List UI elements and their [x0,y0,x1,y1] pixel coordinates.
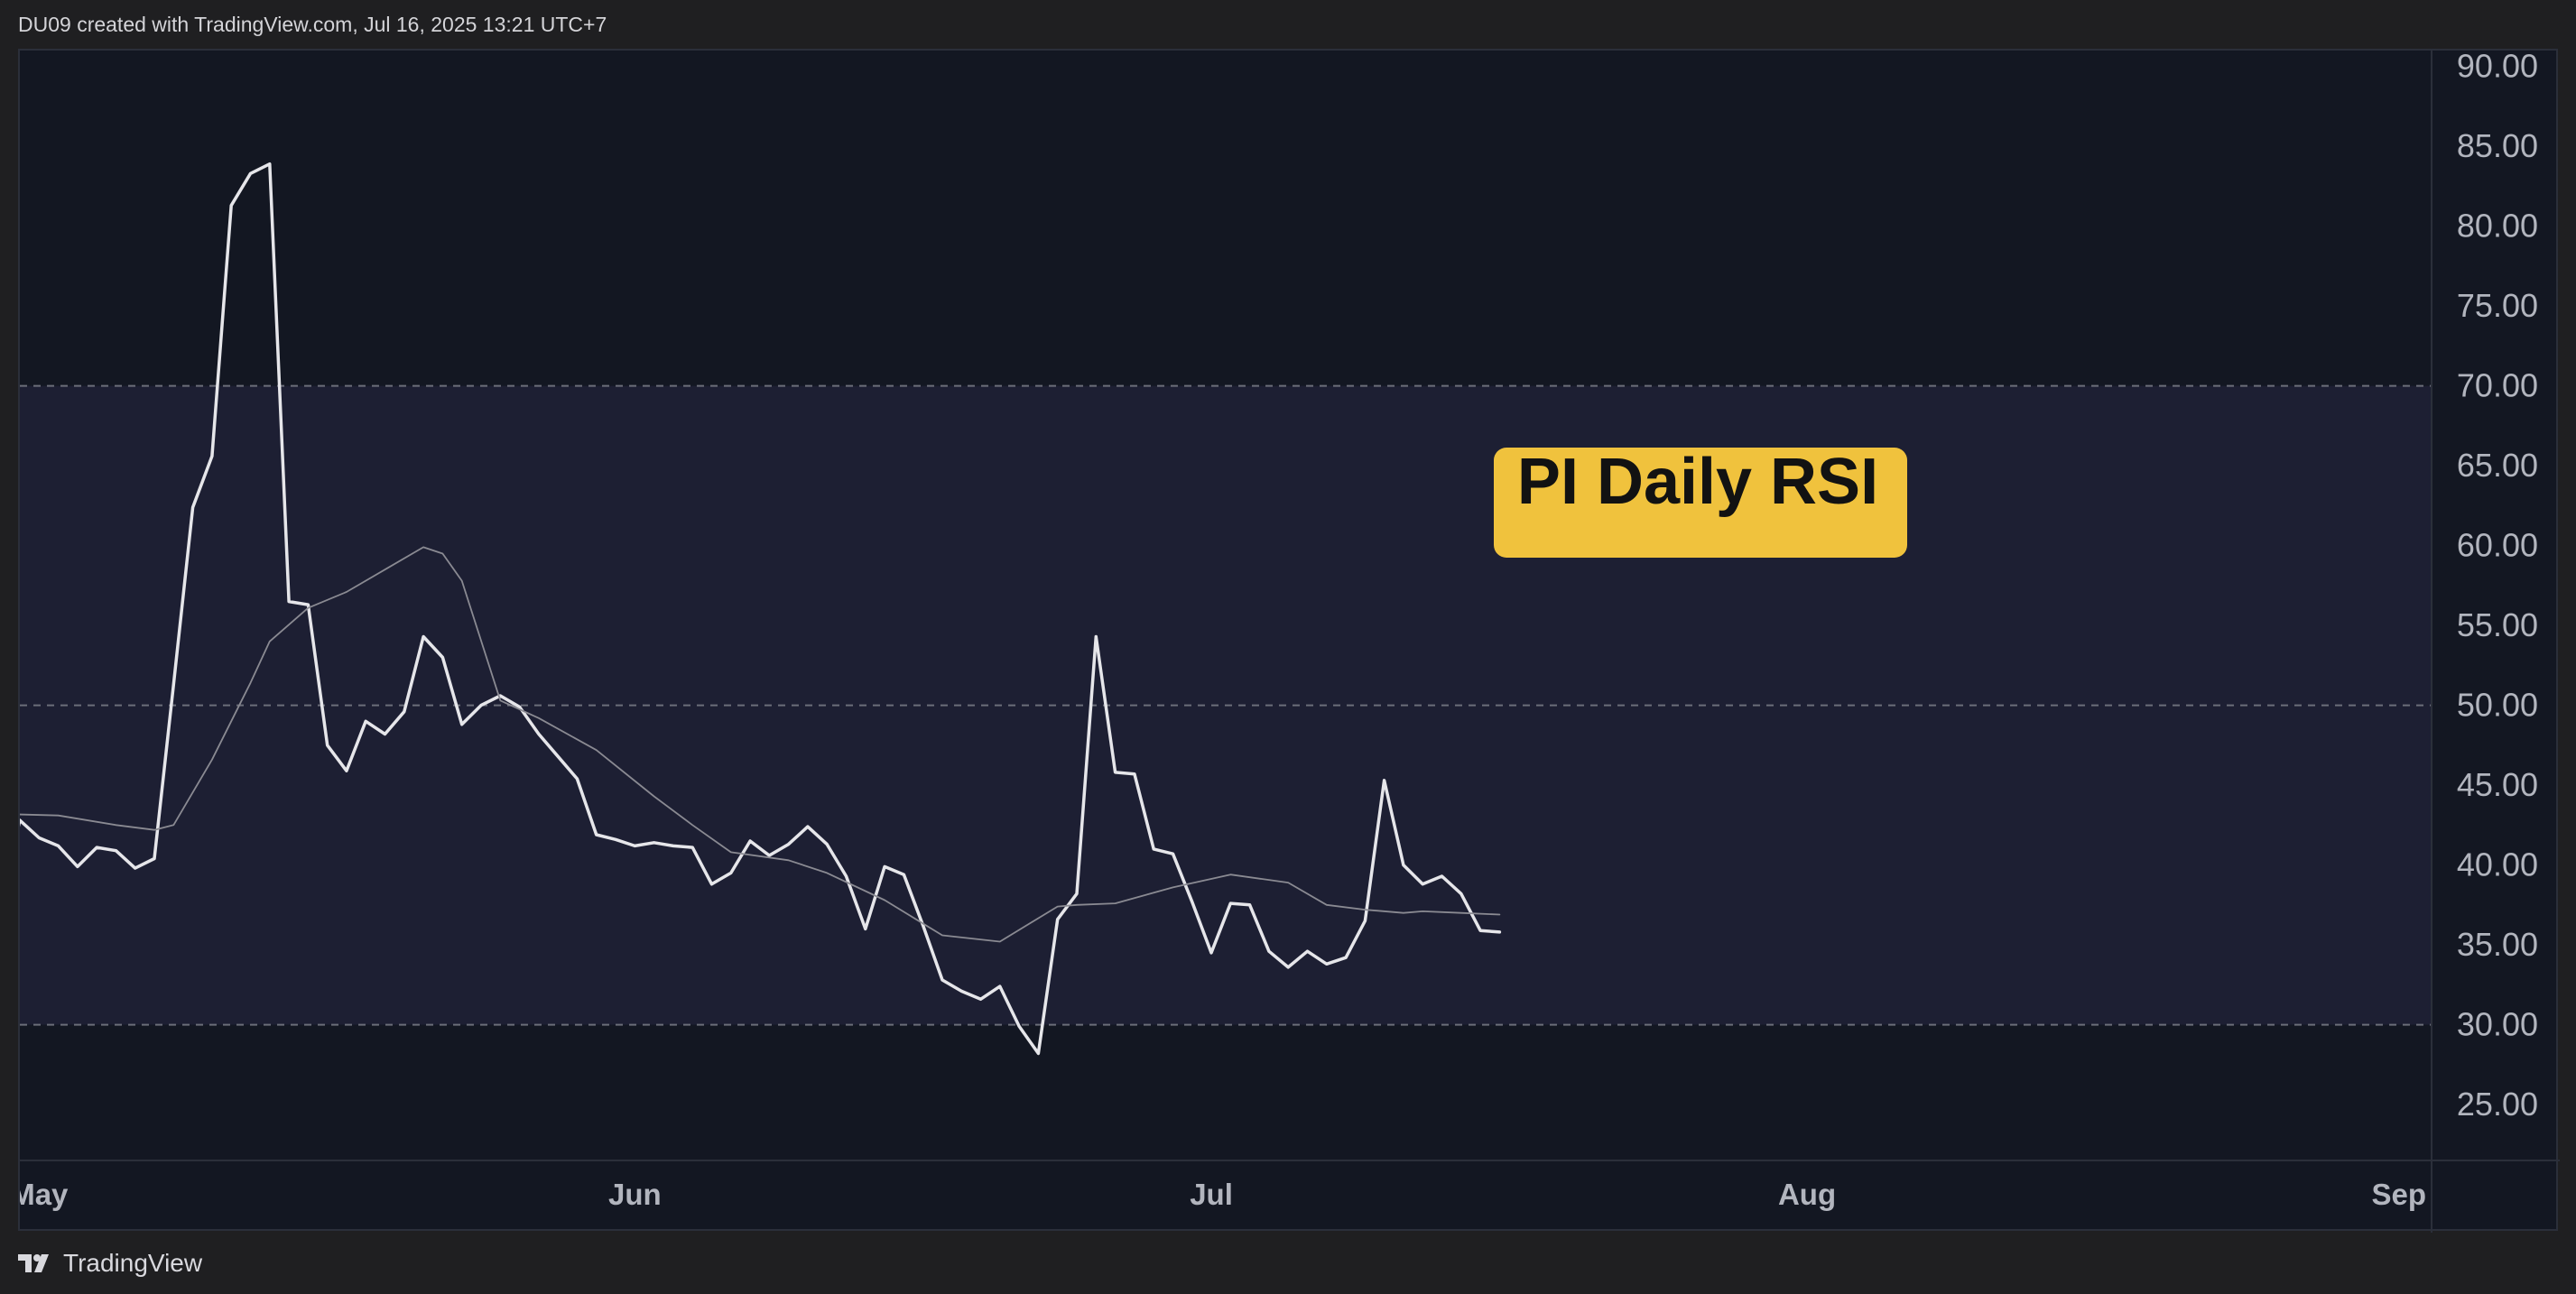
x-tick-label: Sep [2371,1178,2426,1211]
y-tick-label: 75.00 [2457,287,2538,324]
y-tick-label: 65.00 [2457,447,2538,484]
rsi-line [20,162,1502,1056]
tradingview-logo-icon [18,1252,54,1274]
x-tick-label: Jul [1190,1178,1233,1211]
y-tick-label: 70.00 [2457,367,2538,404]
y-tick-label: 25.00 [2457,1086,2538,1123]
y-tick-label: 30.00 [2457,1006,2538,1043]
x-tick-label: Jun [608,1178,662,1211]
y-tick-label: 55.00 [2457,606,2538,643]
y-tick-label: 80.00 [2457,208,2538,245]
annotation-background [1494,448,1907,558]
rsi-moving-average-line [20,546,1501,943]
chart-annotation: PI Daily RSI [1494,446,1907,558]
y-tick-label: 40.00 [2457,846,2538,883]
tradingview-footer[interactable]: TradingView [18,1249,202,1278]
y-tick-label: 50.00 [2457,687,2538,724]
footer-brand-label: TradingView [63,1249,203,1277]
annotation-label: PI Daily RSI [1517,446,1878,518]
y-tick-label: 45.00 [2457,766,2538,803]
y-tick-label: 60.00 [2457,527,2538,564]
rsi-chart[interactable]: May Jun Jul Aug Sep 90.00 85.00 80.00 75.00 70.0… [18,49,2560,1233]
y-tick-label: 90.00 [2457,51,2538,85]
x-tick-label: May [20,1178,69,1211]
x-tick-label: Aug [1778,1178,1836,1211]
chart-attribution: DU09 created with TradingView.com, Jul 1… [18,13,607,36]
rsi-chart-svg: May Jun Jul Aug Sep 90.00 85.00 80.00 75.00 70.0… [20,51,2560,1233]
y-tick-label: 85.00 [2457,127,2538,164]
y-tick-label: 35.00 [2457,926,2538,963]
